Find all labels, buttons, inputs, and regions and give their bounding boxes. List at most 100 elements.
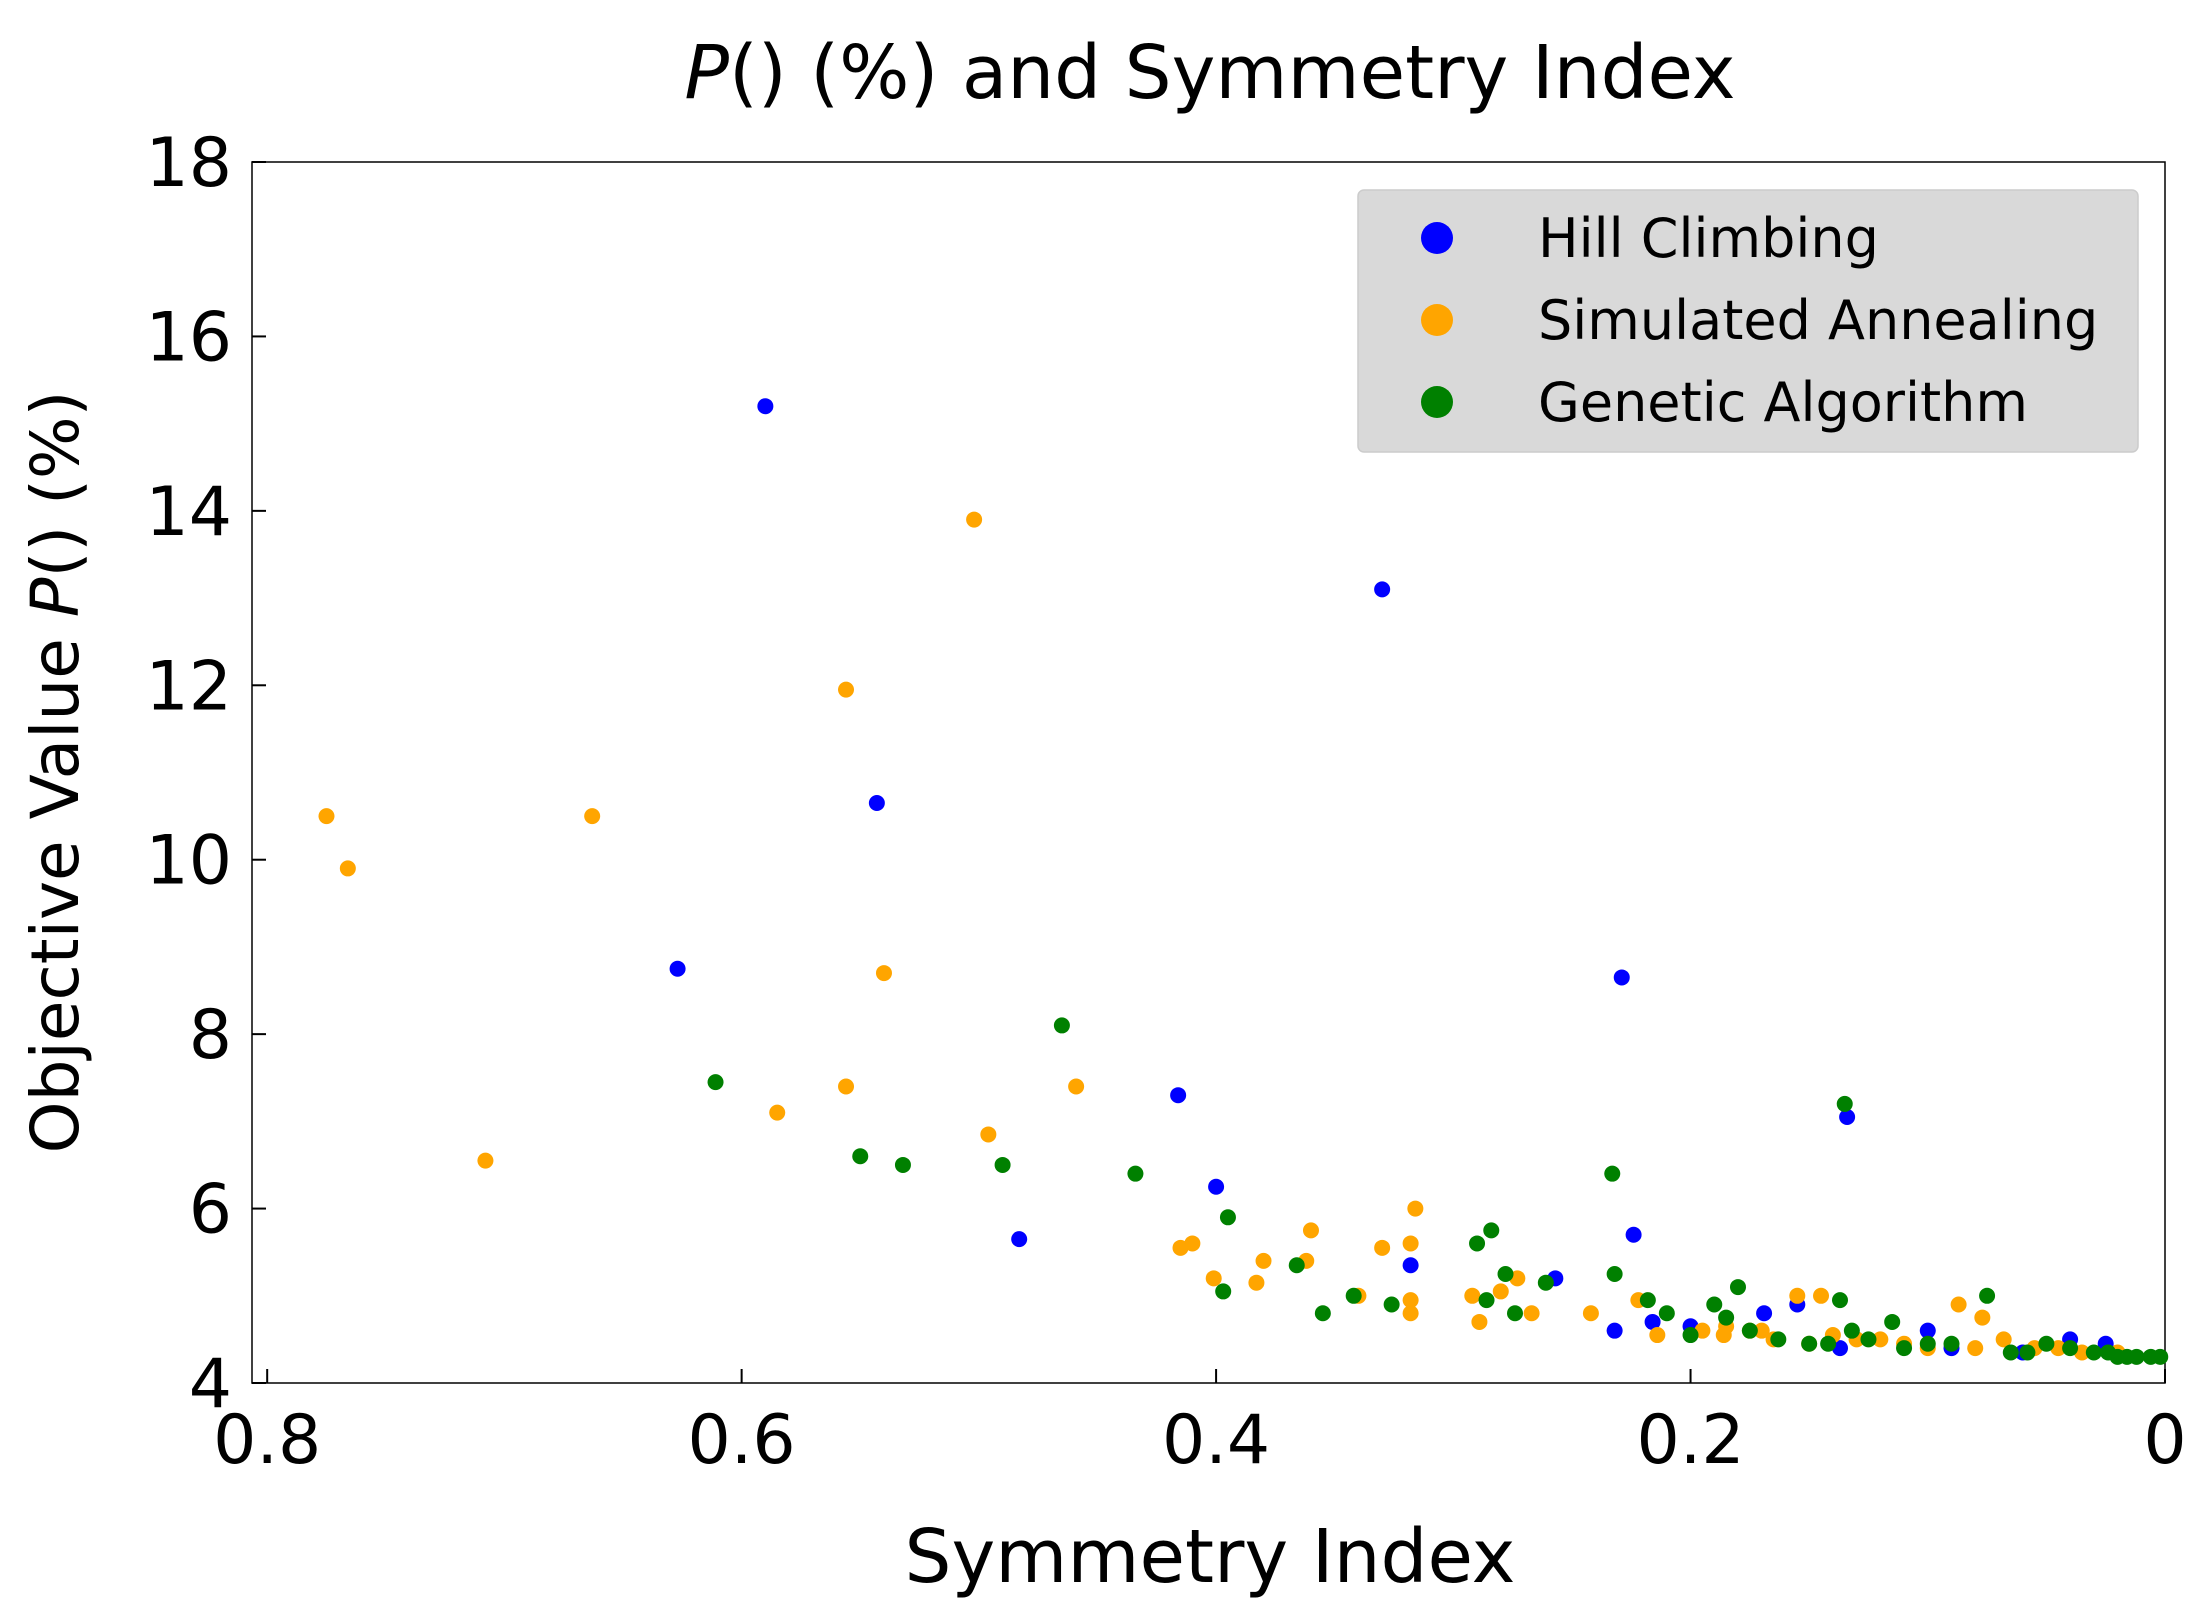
data-point: [1402, 1235, 1419, 1252]
data-point: [1215, 1283, 1232, 1300]
data-point: [1345, 1287, 1362, 1304]
chart-title-italic: P: [684, 30, 729, 116]
data-point: [1407, 1200, 1424, 1217]
data-point: [2019, 1344, 2036, 1361]
y-tick-label: 6: [189, 1171, 232, 1250]
data-point: [1884, 1313, 1901, 1330]
data-point: [1756, 1305, 1773, 1322]
data-point: [1639, 1292, 1656, 1309]
plot-frame: [251, 161, 2166, 1384]
data-point: [1402, 1257, 1419, 1274]
series-genetic-algorithm: [707, 1017, 2169, 1365]
data-point: [1613, 969, 1630, 986]
data-point: [966, 511, 983, 528]
data-point: [1919, 1322, 1936, 1339]
data-point: [1255, 1252, 1272, 1269]
data-point: [1715, 1327, 1732, 1344]
data-point: [1770, 1331, 1787, 1348]
data-point: [1950, 1296, 1967, 1313]
data-point: [1537, 1274, 1554, 1291]
data-point: [1843, 1322, 1860, 1339]
data-point: [894, 1156, 911, 1173]
data-point: [1813, 1287, 1830, 1304]
y-tick-label: 10: [145, 822, 232, 901]
y-axis-title: Objective Value P() (%): [17, 391, 94, 1154]
data-point: [1974, 1309, 1991, 1326]
legend-box: [1357, 189, 2139, 453]
data-point: [1383, 1296, 1400, 1313]
data-point: [1801, 1335, 1818, 1352]
data-point: [1471, 1313, 1488, 1330]
data-point: [1649, 1327, 1666, 1344]
data-point: [994, 1156, 1011, 1173]
data-point: [669, 960, 686, 977]
data-point: [2062, 1340, 2079, 1357]
data-point: [1831, 1292, 1848, 1309]
y-tick-label: 16: [145, 298, 232, 377]
data-point: [1464, 1287, 1481, 1304]
data-point: [1706, 1296, 1723, 1313]
data-point: [1919, 1335, 1936, 1352]
series-simulated-annealing: [318, 511, 2126, 1361]
data-point: [318, 808, 335, 825]
legend-label: Genetic Algorithm: [1538, 371, 2028, 434]
data-point: [1839, 1108, 1856, 1125]
x-tick-label: 0: [2143, 1401, 2186, 1480]
data-point: [1314, 1305, 1331, 1322]
data-point: [868, 795, 885, 812]
data-point: [339, 860, 356, 877]
data-point: [1374, 1239, 1391, 1256]
legend-marker: [1421, 222, 1453, 254]
data-point: [2002, 1344, 2019, 1361]
legend-label: Hill Climbing: [1538, 207, 1879, 270]
data-point: [1682, 1327, 1699, 1344]
y-axis: 4 6 8 10 12 14 16 18: [145, 124, 266, 1424]
data-points: [318, 398, 2169, 1365]
legend-marker: [1421, 386, 1453, 418]
data-point: [980, 1126, 997, 1143]
data-point: [1402, 1305, 1419, 1322]
data-point: [584, 808, 601, 825]
data-point: [2100, 1344, 2117, 1361]
data-point: [838, 1078, 855, 1095]
y-axis-title-suffix: () (%): [17, 391, 94, 578]
data-point: [2085, 1344, 2102, 1361]
x-tick-label: 0.2: [1636, 1401, 1744, 1480]
data-point: [875, 965, 892, 982]
data-point: [1995, 1331, 2012, 1348]
data-point: [1943, 1335, 1960, 1352]
data-point: [2119, 1348, 2136, 1365]
data-point: [1402, 1292, 1419, 1309]
data-point: [1606, 1265, 1623, 1282]
x-axis: 0.8 0.6 0.4 0.2 0: [213, 1369, 2187, 1480]
data-point: [1523, 1305, 1540, 1322]
y-tick-label: 12: [145, 647, 232, 726]
x-tick-label: 0.4: [1162, 1401, 1270, 1480]
x-tick-label: 0.8: [213, 1401, 321, 1480]
data-point: [1979, 1287, 1996, 1304]
data-point: [1582, 1305, 1599, 1322]
data-point: [1606, 1322, 1623, 1339]
data-point: [1820, 1335, 1837, 1352]
chart-title-rest: () (%) and Symmetry Index: [729, 30, 1736, 116]
y-tick-label: 14: [145, 473, 232, 552]
data-point: [1374, 581, 1391, 598]
data-point: [1753, 1322, 1770, 1339]
x-tick-label: 0.6: [688, 1401, 796, 1480]
data-point: [477, 1152, 494, 1169]
data-point: [1718, 1309, 1735, 1326]
data-point: [707, 1074, 724, 1091]
y-axis-title-prefix: Objective Value: [17, 617, 94, 1153]
x-axis-title: Symmetry Index: [905, 1514, 1516, 1600]
legend: Hill Climbing Simulated Annealing Genetic …: [1357, 189, 2139, 453]
data-point: [1492, 1283, 1509, 1300]
data-point: [838, 681, 855, 698]
data-point: [1219, 1209, 1236, 1226]
data-point: [1068, 1078, 1085, 1095]
data-point: [1170, 1087, 1187, 1104]
data-point: [2152, 1348, 2169, 1365]
data-point: [1896, 1340, 1913, 1357]
data-point: [769, 1104, 786, 1121]
y-tick-label: 18: [145, 124, 232, 203]
